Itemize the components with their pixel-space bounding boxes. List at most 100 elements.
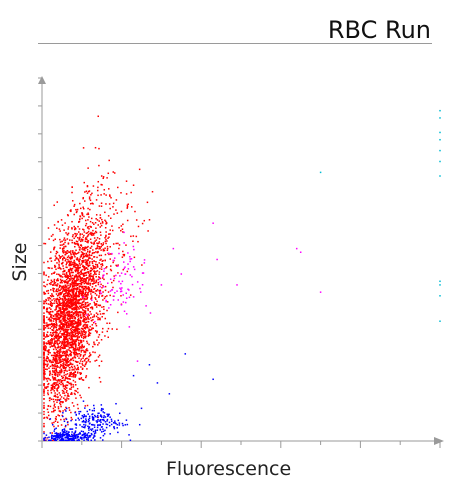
data-point [100,249,102,251]
data-point [53,365,55,367]
data-point [73,349,75,351]
data-point [47,353,50,356]
data-point [295,247,298,250]
data-point [82,337,85,340]
data-point [70,419,72,422]
data-point [72,312,74,314]
data-point [93,237,96,239]
data-point [64,359,66,362]
data-point [81,344,83,346]
data-point [74,436,77,438]
data-point [87,360,90,362]
data-point [127,263,129,265]
data-point [112,259,114,262]
data-point [56,302,59,305]
data-point [87,317,89,319]
data-point [78,311,81,313]
data-point [54,353,56,355]
data-point [125,313,128,315]
data-point [53,390,56,392]
data-point [60,369,63,372]
data-point [68,271,71,273]
data-point [72,299,75,301]
data-point [62,363,64,365]
data-point [104,289,107,292]
data-point [79,247,81,249]
data-point [75,340,77,342]
data-point [75,280,77,283]
data-point [50,436,53,438]
data-point [59,345,62,348]
data-point [51,338,54,341]
data-point [78,291,81,294]
data-point [74,335,77,338]
data-point [78,330,80,333]
data-point [80,273,82,276]
data-point [121,256,124,258]
data-point [96,219,99,221]
data-point [69,293,72,296]
data-point [97,186,99,189]
data-point [65,321,67,324]
data-point [63,350,66,353]
data-point [75,327,77,329]
data-point [89,270,92,273]
data-point [104,416,107,418]
data-point [99,217,102,219]
data-point [56,347,59,349]
data-point [102,291,104,293]
data-point [78,289,81,291]
data-point [60,368,63,371]
data-point [71,220,73,223]
data-point [57,385,60,387]
data-point [76,243,79,246]
data-point [81,285,83,288]
data-point [55,306,58,309]
data-point [86,324,89,326]
data-point [91,268,94,270]
data-point [82,196,85,199]
data-point [76,302,79,304]
data-point [53,335,56,338]
data-point [48,343,51,345]
data-point [52,410,55,413]
data-point [58,299,60,301]
data-point [117,264,119,266]
data-point [59,372,61,374]
data-point [68,431,70,433]
data-point [66,360,68,362]
data-point [100,258,102,261]
data-point [73,315,75,318]
data-point [77,433,80,436]
data-point [87,438,89,440]
data-point [85,232,88,234]
data-point [97,424,99,426]
data-point [67,433,69,435]
data-point [101,218,103,221]
data-point [62,410,64,412]
data-point [75,345,77,347]
data-point [56,337,58,340]
data-point [104,227,107,229]
data-point [61,437,64,439]
data-point [67,281,69,283]
data-point [109,246,111,248]
data-point [66,311,69,313]
data-point [50,387,53,389]
data-point [71,282,73,284]
data-point [64,222,66,224]
data-point [56,359,58,361]
data-point [68,382,70,385]
data-point [94,351,96,354]
data-point [70,253,72,256]
data-point [82,349,84,352]
data-point [76,300,78,302]
data-point [85,314,88,316]
data-point [105,235,107,238]
data-point [47,303,50,305]
data-point [65,331,67,333]
data-point [77,323,79,325]
data-point [71,431,73,433]
data-point [96,414,99,417]
data-point [54,371,56,374]
